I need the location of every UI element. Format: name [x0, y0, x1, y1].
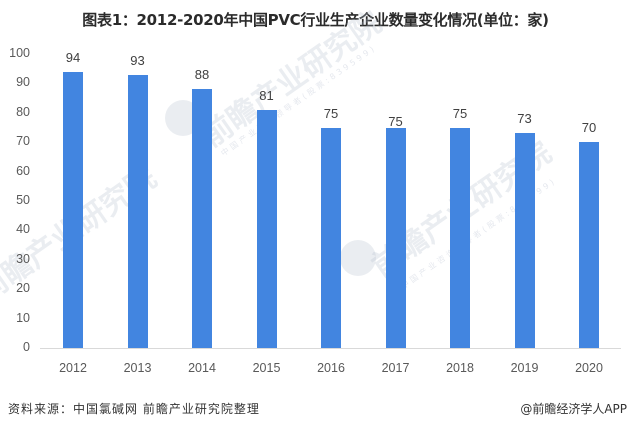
data-label: 93 [130, 52, 145, 68]
source-note: 资料来源：中国氯碱网 前瞻产业研究院整理 [8, 402, 260, 416]
x-tick-label: 2014 [188, 361, 216, 375]
x-tick-label: 2017 [381, 361, 410, 375]
data-label: 75 [452, 105, 468, 121]
y-tick-label: 20 [16, 281, 30, 296]
bar-2012 [63, 71, 83, 348]
x-tick-label: 2018 [446, 361, 474, 375]
watermark-subtext: 中国产业咨询领导者(股票:839599) [219, 43, 379, 158]
bar-2018 [450, 127, 470, 348]
bar-2020 [579, 142, 599, 348]
y-tick-label: 40 [16, 222, 30, 237]
bar-2014 [192, 89, 212, 348]
x-tick-label: 2012 [59, 361, 87, 375]
y-tick-label: 60 [16, 163, 30, 178]
bar-2013 [127, 74, 148, 348]
bar-chart: 前瞻产业研究院 中国产业咨询领导者(股票:839599) 前瞻产业研究院 中国产… [0, 5, 621, 375]
bar-2019 [514, 133, 535, 348]
bar-2017 [385, 127, 406, 348]
x-tick-label: 2019 [510, 361, 539, 375]
watermark-logo-icon [340, 240, 376, 276]
y-tick-label: 50 [16, 193, 30, 207]
data-label: 81 [259, 87, 274, 103]
y-tick-label: 100 [9, 46, 30, 60]
x-tick-label: 2013 [123, 361, 152, 375]
x-tick-label: 2020 [575, 361, 603, 375]
x-axis-line [40, 348, 621, 349]
data-label: 70 [581, 120, 597, 136]
x-tick-label: 2016 [317, 361, 345, 375]
y-tick-label: 70 [16, 134, 30, 149]
credit-note: @前瞻经济学人APP [520, 402, 627, 416]
y-tick-label: 10 [16, 310, 30, 325]
y-tick-label: 30 [16, 251, 30, 266]
watermark-subtext: 中国产业咨询领导者(股票:839599) [399, 176, 559, 291]
chart-title: 图表1：2012-2020年中国PVC行业生产企业数量变化情况(单位：家) [82, 11, 549, 29]
y-tick-label: 0 [23, 340, 30, 354]
data-label: 75 [388, 113, 403, 129]
x-tick-label: 2015 [252, 361, 281, 375]
data-label: 94 [65, 49, 81, 65]
data-label: 88 [194, 67, 210, 83]
data-label: 73 [517, 111, 532, 127]
y-tick-label: 80 [16, 104, 30, 119]
bar-2015 [256, 109, 277, 348]
data-label: 75 [323, 105, 339, 121]
bar-2016 [321, 127, 341, 348]
y-tick-label: 90 [16, 75, 30, 90]
